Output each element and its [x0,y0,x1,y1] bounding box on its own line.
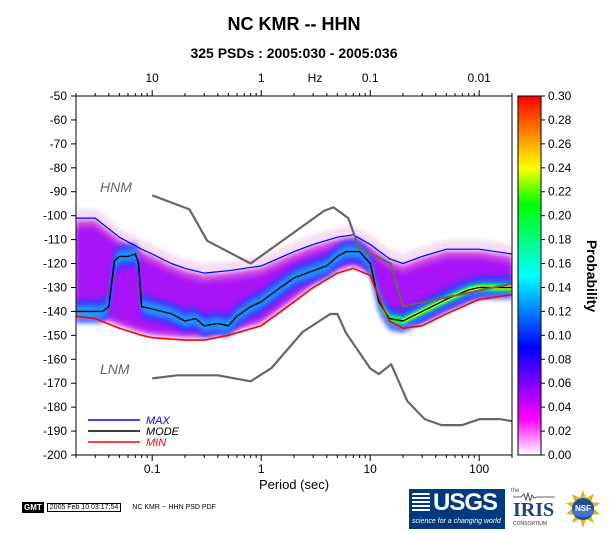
y-tick-label: -140 [43,304,67,318]
colorbar-tick-label: 0.08 [548,352,572,366]
colorbar-tick-label: 0.00 [548,448,572,462]
legend-label-mode: MODE [146,426,180,438]
colorbar-tick-label: 0.24 [548,161,572,175]
x-tick-label: 0.1 [144,462,161,476]
colorbar [517,95,542,456]
legend-label-min: MIN [146,437,166,449]
y-tick-label: -180 [43,400,67,414]
colorbar-tick-label: 0.16 [548,257,572,271]
x-top-axis-label: Hz [308,71,323,85]
usgs-logo-text: USGS [433,489,498,516]
lnm-annotation: LNM [100,361,130,377]
y-tick-label: -150 [43,328,67,342]
chart-title: NC KMR -- HHN [228,14,361,34]
y-tick-label: -50 [50,89,68,103]
x-tick-label: 100 [469,462,489,476]
density-halo [76,208,512,278]
density-band-high [76,245,512,332]
y-tick-label: -120 [43,257,67,271]
iris-small-text: the [511,488,520,494]
iris-logo-text: IRIS [513,499,555,521]
usgs-wave-icon [412,493,430,513]
y-tick-label: -90 [50,185,68,199]
x-tick-label: 10 [364,462,378,476]
series-line-max [76,217,512,274]
iris-consortium-text: CONSORTIUM [513,521,548,527]
footer-filename: NC KMR -- HHN PSD PDF [132,504,216,511]
colorbar-tick-label: 0.26 [548,137,572,151]
legend: MAX MODE MIN [88,415,180,449]
footer-stamp: GMT 2005 Feb 10 03:17:54 NC KMR -- HHN P… [22,502,216,513]
y-tick-label: -200 [43,448,67,462]
legend-label-max: MAX [146,415,171,427]
y-tick-label: -190 [43,424,67,438]
y-tick-label: -80 [50,161,68,175]
gmt-badge: GMT [22,502,44,513]
colorbar-tick-label: 0.20 [548,209,572,223]
series-line-hnm [151,194,512,308]
footer-timestamp: 2005 Feb 10 03:17:54 [46,503,122,512]
chart-subtitle: 325 PSDs : 2005:030 - 2005:036 [190,45,397,61]
colorbar-tick-label: 0.02 [548,424,572,438]
x-top-tick-label: 0.01 [468,71,492,85]
series-line-mode [76,250,512,327]
colorbar-tick-label: 0.04 [548,400,572,414]
iris-seismogram-icon [513,492,555,502]
colorbar-axis: 0.30 0.28 0.26 0.24 0.22 0.20 0.18 0.16 0.14 0.12… [541,89,572,462]
colorbar-tick-label: 0.10 [548,328,572,342]
y-tick-label: -100 [43,209,67,223]
y-tick-label: -160 [43,352,67,366]
x-top-tick-label: 1 [258,71,265,85]
x-top-tick-label: 0.1 [362,71,379,85]
x-axis-label: Period (sec) [259,477,329,492]
colorbar-tick-label: 0.22 [548,185,572,199]
colorbar-tick-label: 0.28 [548,113,572,127]
colorbar-tick-label: 0.06 [548,376,572,390]
nsf-logo: NSF [563,489,603,529]
nsf-seal-icon [566,490,600,528]
nsf-logo-text: NSF [575,504,591,513]
y-tick-label: -60 [50,113,68,127]
x-tick-label: 1 [258,462,265,476]
colorbar-tick-label: 0.30 [548,89,572,103]
colorbar-tick-label: 0.18 [548,233,572,247]
usgs-tagline: science for a changing world [412,518,501,525]
series-line-lnm [152,312,512,427]
colorbar-tick-label: 0.12 [548,304,572,318]
usgs-logo: USGS science for a changing world [409,489,505,529]
density-band-core [76,239,512,338]
y-tick-label: -70 [50,137,68,151]
hnm-annotation: HNM [100,179,132,195]
x-top-tick-label: 10 [146,71,160,85]
colorbar-label: Probability [584,240,600,313]
y-tick-label: -110 [44,233,67,247]
colorbar-tick-label: 0.14 [548,280,572,294]
series-line-min [76,267,512,341]
series-lines [76,194,512,427]
y-tick-label: -130 [43,280,67,294]
iris-logo: the IRIS CONSORTIUM [511,488,557,530]
axes: -50 -60 -70 -80 -90 -100 -110 -120 -130 -140 -150 -… [43,71,513,476]
y-tick-label: -170 [43,376,67,390]
